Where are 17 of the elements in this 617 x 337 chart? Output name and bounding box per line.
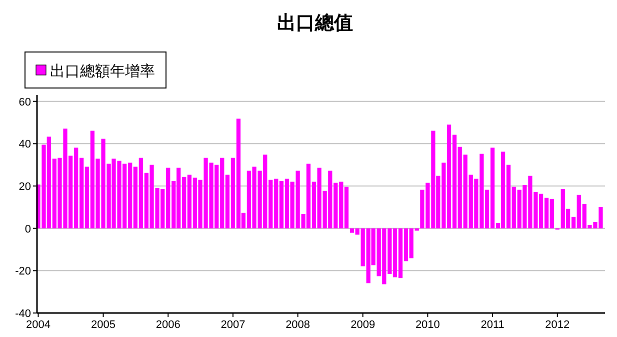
y-tick-label: 40	[18, 138, 31, 151]
x-tick-label: 2012	[545, 319, 570, 331]
x-tick-label: 2007	[220, 319, 246, 331]
x-tick-label: 2011	[480, 319, 504, 331]
chart-title: 出口總值	[277, 12, 353, 34]
x-tick-label: 2004	[26, 319, 50, 331]
y-tick-label: 60	[18, 96, 31, 108]
x-tick-label: 2006	[156, 319, 180, 331]
y-tick-label: -20	[15, 266, 31, 278]
y-tick-label: -40	[15, 308, 31, 320]
y-tick-label: 0	[24, 223, 31, 236]
y-tick-label: 20	[18, 181, 31, 194]
x-tick-label: 2009	[350, 319, 376, 331]
x-tick-label: 2005	[91, 319, 116, 331]
legend-label: 出口總額年增率	[50, 63, 155, 80]
x-tick-label: 2008	[286, 319, 310, 331]
x-tick-label: 2010	[415, 319, 440, 331]
